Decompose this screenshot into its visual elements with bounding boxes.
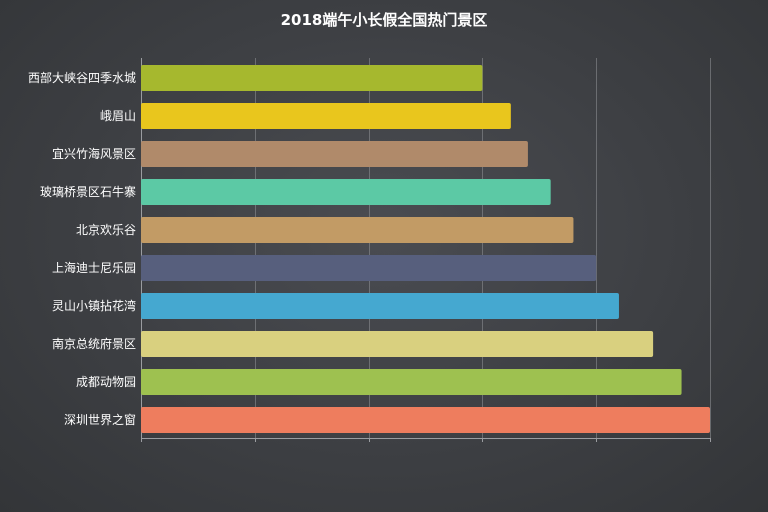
category-label: 上海迪士尼乐园	[52, 260, 136, 275]
bar-8	[141, 331, 654, 357]
bar-4	[141, 179, 551, 205]
bar-7	[141, 293, 619, 319]
bar-3	[141, 141, 528, 167]
bar-6	[141, 255, 597, 281]
category-label: 灵山小镇拈花湾	[52, 298, 136, 313]
category-label: 成都动物园	[76, 375, 136, 389]
category-labels: 西部大峡谷四季水城峨眉山宜兴竹海风景区玻璃桥景区石牛寨北京欢乐谷上海迪士尼乐园灵…	[28, 70, 136, 427]
category-label: 宜兴竹海风景区	[52, 146, 136, 161]
category-label: 峨眉山	[100, 109, 136, 123]
bars	[141, 65, 710, 433]
bar-1	[141, 65, 483, 91]
category-label: 玻璃桥景区石牛寨	[40, 184, 136, 199]
bar-10	[141, 407, 710, 433]
bar-9	[141, 369, 682, 395]
category-label: 深圳世界之窗	[64, 413, 136, 427]
category-label: 南京总统府景区	[52, 336, 136, 351]
category-label: 北京欢乐谷	[76, 222, 136, 237]
category-label: 西部大峡谷四季水城	[28, 70, 136, 85]
chart-title: 2018端午小长假全国热门景区	[281, 11, 488, 29]
bar-2	[141, 103, 511, 129]
bar-5	[141, 217, 574, 243]
